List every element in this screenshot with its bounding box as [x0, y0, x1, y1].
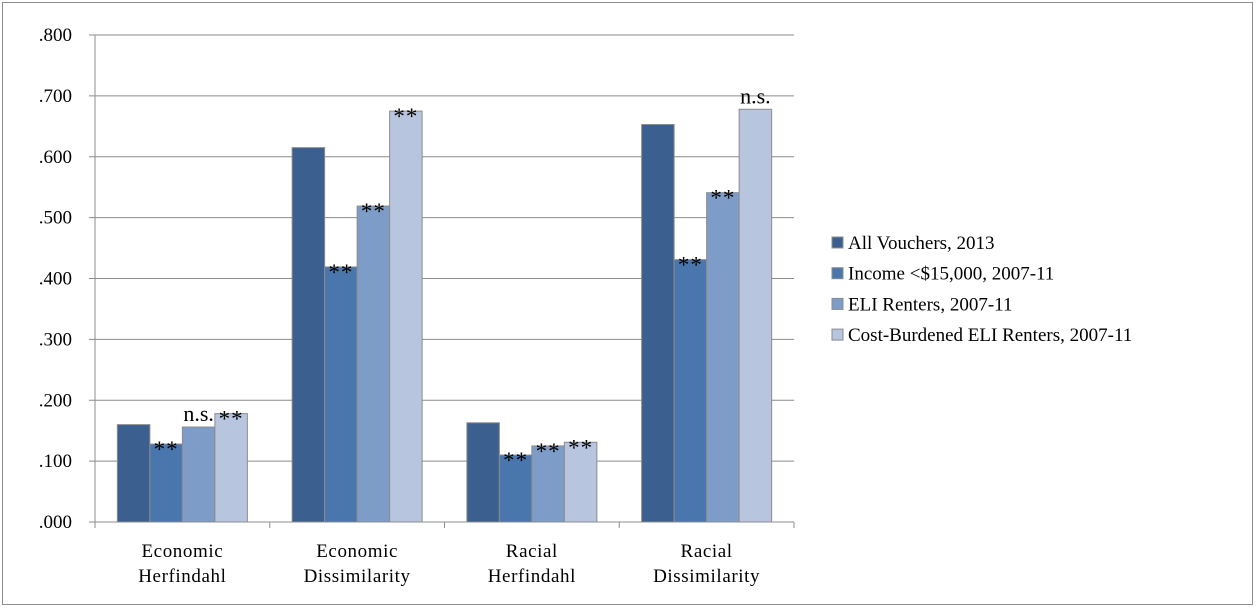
significance-label: **: [328, 260, 353, 285]
y-tick-label: .400: [39, 269, 72, 290]
bar: [706, 192, 740, 523]
x-category-label: Racial: [681, 541, 733, 562]
bar: [641, 123, 675, 523]
significance-label: **: [568, 435, 593, 460]
y-tick-label: .300: [39, 329, 72, 350]
x-category-label: Dissimilarity: [304, 566, 411, 587]
significance-label: **: [536, 439, 561, 464]
significance-label: **: [503, 448, 528, 473]
bar: [389, 110, 423, 523]
significance-label: **: [710, 186, 735, 211]
y-tick-label: .500: [39, 208, 72, 229]
bar: [466, 422, 500, 523]
legend-swatch: [831, 328, 844, 341]
legend-swatch: [831, 236, 844, 249]
bar: [498, 454, 533, 523]
significance-label: **: [678, 253, 703, 278]
bar: [149, 443, 183, 523]
legend-swatch: [831, 267, 844, 280]
y-tick-label: .100: [39, 451, 72, 472]
x-category-label: Herfindahl: [138, 566, 226, 587]
x-category-label: Dissimilarity: [653, 566, 760, 587]
y-tick-label: .600: [39, 147, 72, 168]
bar: [563, 441, 598, 523]
y-tick-label: .700: [39, 86, 72, 107]
bar: [324, 266, 358, 523]
x-category-label: Herfindahl: [488, 566, 576, 587]
legend-swatch: [831, 297, 844, 310]
legend-label: Cost-Burdened ELI Renters, 2007-11: [848, 325, 1132, 346]
significance-label: **: [361, 199, 386, 224]
legend-label: Income <$15,000, 2007-11: [848, 264, 1054, 285]
x-category-label: Economic: [141, 541, 223, 562]
significance-label: **: [219, 407, 244, 432]
bar: [116, 424, 151, 523]
significance-label: n.s.: [740, 83, 771, 108]
legend-label: ELI Renters, 2007-11: [848, 294, 1012, 315]
significance-label: **: [154, 437, 179, 462]
bar: [673, 259, 708, 523]
y-tick-label: .000: [39, 512, 72, 533]
significance-label: **: [393, 104, 418, 129]
bar: [181, 426, 216, 523]
bar: [738, 108, 773, 523]
bar: [356, 205, 391, 523]
y-tick-label: .200: [39, 390, 72, 411]
y-tick-label: .800: [39, 25, 72, 46]
significance-label: n.s.: [183, 401, 214, 426]
x-category-label: Racial: [506, 541, 558, 562]
bar: [214, 413, 248, 523]
x-category-label: Economic: [316, 541, 398, 562]
legend-label: All Vouchers, 2013: [848, 233, 995, 254]
bar: [291, 147, 326, 523]
